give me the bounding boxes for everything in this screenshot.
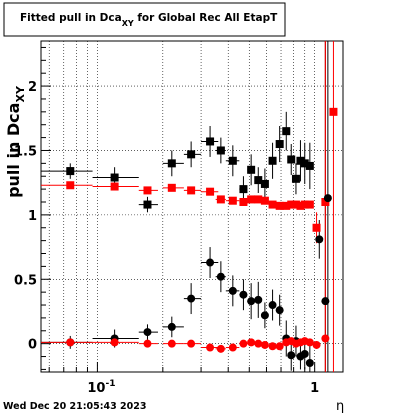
square-marker (228, 196, 237, 205)
square-marker (329, 107, 338, 116)
axis-ticks (41, 46, 316, 372)
square-marker (300, 159, 309, 168)
circle-marker (206, 343, 215, 352)
circle-marker (305, 338, 314, 347)
circle-marker (268, 301, 277, 310)
square-marker (296, 201, 305, 210)
circle-marker (110, 338, 119, 347)
circle-marker (254, 295, 263, 304)
square-marker (282, 127, 291, 136)
square-marker (287, 155, 296, 164)
circle-marker (268, 342, 277, 351)
circle-marker (167, 339, 176, 348)
timestamp: Wed Dec 20 21:05:43 2023 (3, 401, 147, 412)
plot-frame (40, 40, 344, 373)
circle-marker (66, 338, 75, 347)
square-marker (268, 200, 277, 209)
square-marker (282, 201, 291, 210)
circle-marker (287, 351, 296, 360)
circle-marker (275, 342, 284, 351)
circle-marker (187, 294, 196, 303)
square-marker (260, 179, 269, 188)
square-marker (206, 137, 215, 146)
square-marker (216, 146, 225, 155)
circle-marker (167, 322, 176, 331)
circle-marker (315, 235, 324, 244)
circle-marker (247, 338, 256, 347)
plot-frame-rect (40, 40, 344, 373)
circle-marker (260, 340, 269, 349)
square-marker (254, 176, 263, 185)
circle-marker (321, 334, 330, 343)
square-marker (143, 186, 152, 195)
circle-marker (260, 311, 269, 320)
square-marker (216, 195, 225, 204)
y-tick-label: 0 (28, 338, 37, 353)
square-marker (321, 197, 330, 206)
x-axis-title: η (336, 399, 344, 414)
square-marker (247, 195, 256, 204)
square-marker (167, 159, 176, 168)
x-tick-label: 10-1 (87, 379, 115, 396)
square-marker (268, 156, 277, 165)
square-marker (143, 200, 152, 209)
circle-marker (206, 258, 215, 267)
circle-marker (254, 339, 263, 348)
circle-marker (228, 286, 237, 295)
y-tick-label: 1.5 (14, 144, 37, 159)
circle-marker (323, 194, 332, 203)
square-marker (206, 187, 215, 196)
circle-marker (305, 358, 314, 367)
square-marker (66, 167, 75, 176)
square-marker (239, 185, 248, 194)
square-marker (275, 140, 284, 149)
square-marker (247, 165, 256, 174)
chart-title: Fitted pull in DcaXY for Global Rec All … (20, 12, 278, 28)
circle-marker (187, 339, 196, 348)
data-markers (66, 107, 338, 367)
square-marker (305, 161, 314, 170)
square-marker (239, 197, 248, 206)
chart-title-box: Fitted pull in DcaXY for Global Rec All … (3, 2, 286, 37)
circle-marker (239, 290, 248, 299)
square-marker (66, 181, 75, 190)
y-axis-title: pull in DcaXY (4, 85, 27, 198)
tick-labels: 0 0.5 1 1.5 2 10-1 1 (14, 80, 319, 396)
square-marker (287, 200, 296, 209)
circle-marker (143, 328, 152, 337)
square-marker (110, 173, 119, 182)
y-tick-label: 1 (28, 209, 37, 224)
square-marker (260, 196, 269, 205)
y-tick-label: 2 (28, 80, 37, 95)
circle-marker (228, 343, 237, 352)
square-marker (305, 200, 314, 209)
circle-marker (300, 349, 309, 358)
x-tick-label: 1 (310, 381, 319, 396)
y-tick-label: 0.5 (14, 273, 37, 288)
square-marker (291, 174, 300, 183)
circle-marker (275, 306, 284, 315)
square-marker (291, 200, 300, 209)
square-marker (275, 201, 284, 210)
circle-marker (239, 339, 248, 348)
circle-marker (247, 297, 256, 306)
square-marker (187, 186, 196, 195)
circle-marker (216, 272, 225, 281)
square-marker (254, 195, 263, 204)
square-marker (312, 223, 321, 232)
circle-marker (216, 344, 225, 353)
square-marker (167, 183, 176, 192)
square-marker (187, 150, 196, 159)
square-marker (110, 182, 119, 191)
square-marker (228, 156, 237, 165)
circle-marker (143, 339, 152, 348)
circle-marker (321, 297, 330, 306)
circle-marker (312, 340, 321, 349)
square-marker (300, 200, 309, 209)
square-marker (296, 156, 305, 165)
